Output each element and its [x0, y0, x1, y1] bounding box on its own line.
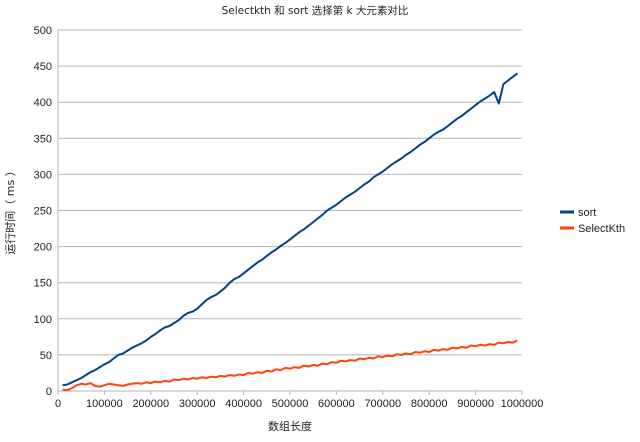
x-tick-label: 600000 [318, 398, 355, 410]
x-tick-label: 100000 [86, 398, 123, 410]
y-tick-label: 100 [34, 314, 52, 326]
y-tick-label: 350 [34, 133, 52, 145]
x-tick-label: 300000 [179, 398, 216, 410]
gridlines [58, 29, 522, 356]
series-lines [62, 72, 519, 392]
y-tick-label: 150 [34, 278, 52, 290]
legend-label-selectkth: SelectKth [578, 223, 625, 235]
y-tick-label: 300 [34, 169, 52, 181]
x-tick-label: 900000 [457, 398, 494, 410]
x-tick-label: 1000000 [501, 398, 544, 410]
y-tick-label: 400 [34, 97, 52, 109]
x-tick-label: 700000 [364, 398, 401, 410]
x-tick-label: 800000 [411, 398, 448, 410]
chart-title: Selectkth 和 sort 选择第 k 大元素对比 [222, 4, 409, 17]
x-tick-label: 0 [55, 398, 61, 410]
legend-label-sort: sort [578, 207, 596, 219]
y-tick-label: 500 [34, 25, 52, 37]
x-tick-label: 200000 [132, 398, 169, 410]
y-tick-label: 250 [34, 206, 52, 218]
legend: sort SelectKth [560, 207, 625, 235]
series-line-sort [62, 72, 519, 387]
x-tick-label: 500000 [272, 398, 309, 410]
axes [57, 30, 523, 395]
x-axis-label: 数组长度 [268, 419, 312, 433]
y-tick-label: 450 [34, 61, 52, 73]
x-tick-label: 400000 [225, 398, 262, 410]
series-line-selectkth [62, 339, 518, 392]
y-tick-label: 0 [46, 386, 52, 398]
y-tick-label: 200 [34, 242, 52, 254]
y-tick-label: 50 [40, 350, 52, 362]
y-tick-labels: 0 50 100 150 200 250 300 350 400 450 500 [34, 25, 52, 398]
y-axis-label: 运行时间（ ms ） [4, 165, 17, 254]
x-tick-labels: 0 100000 200000 300000 400000 500000 600000 700… [55, 398, 543, 410]
